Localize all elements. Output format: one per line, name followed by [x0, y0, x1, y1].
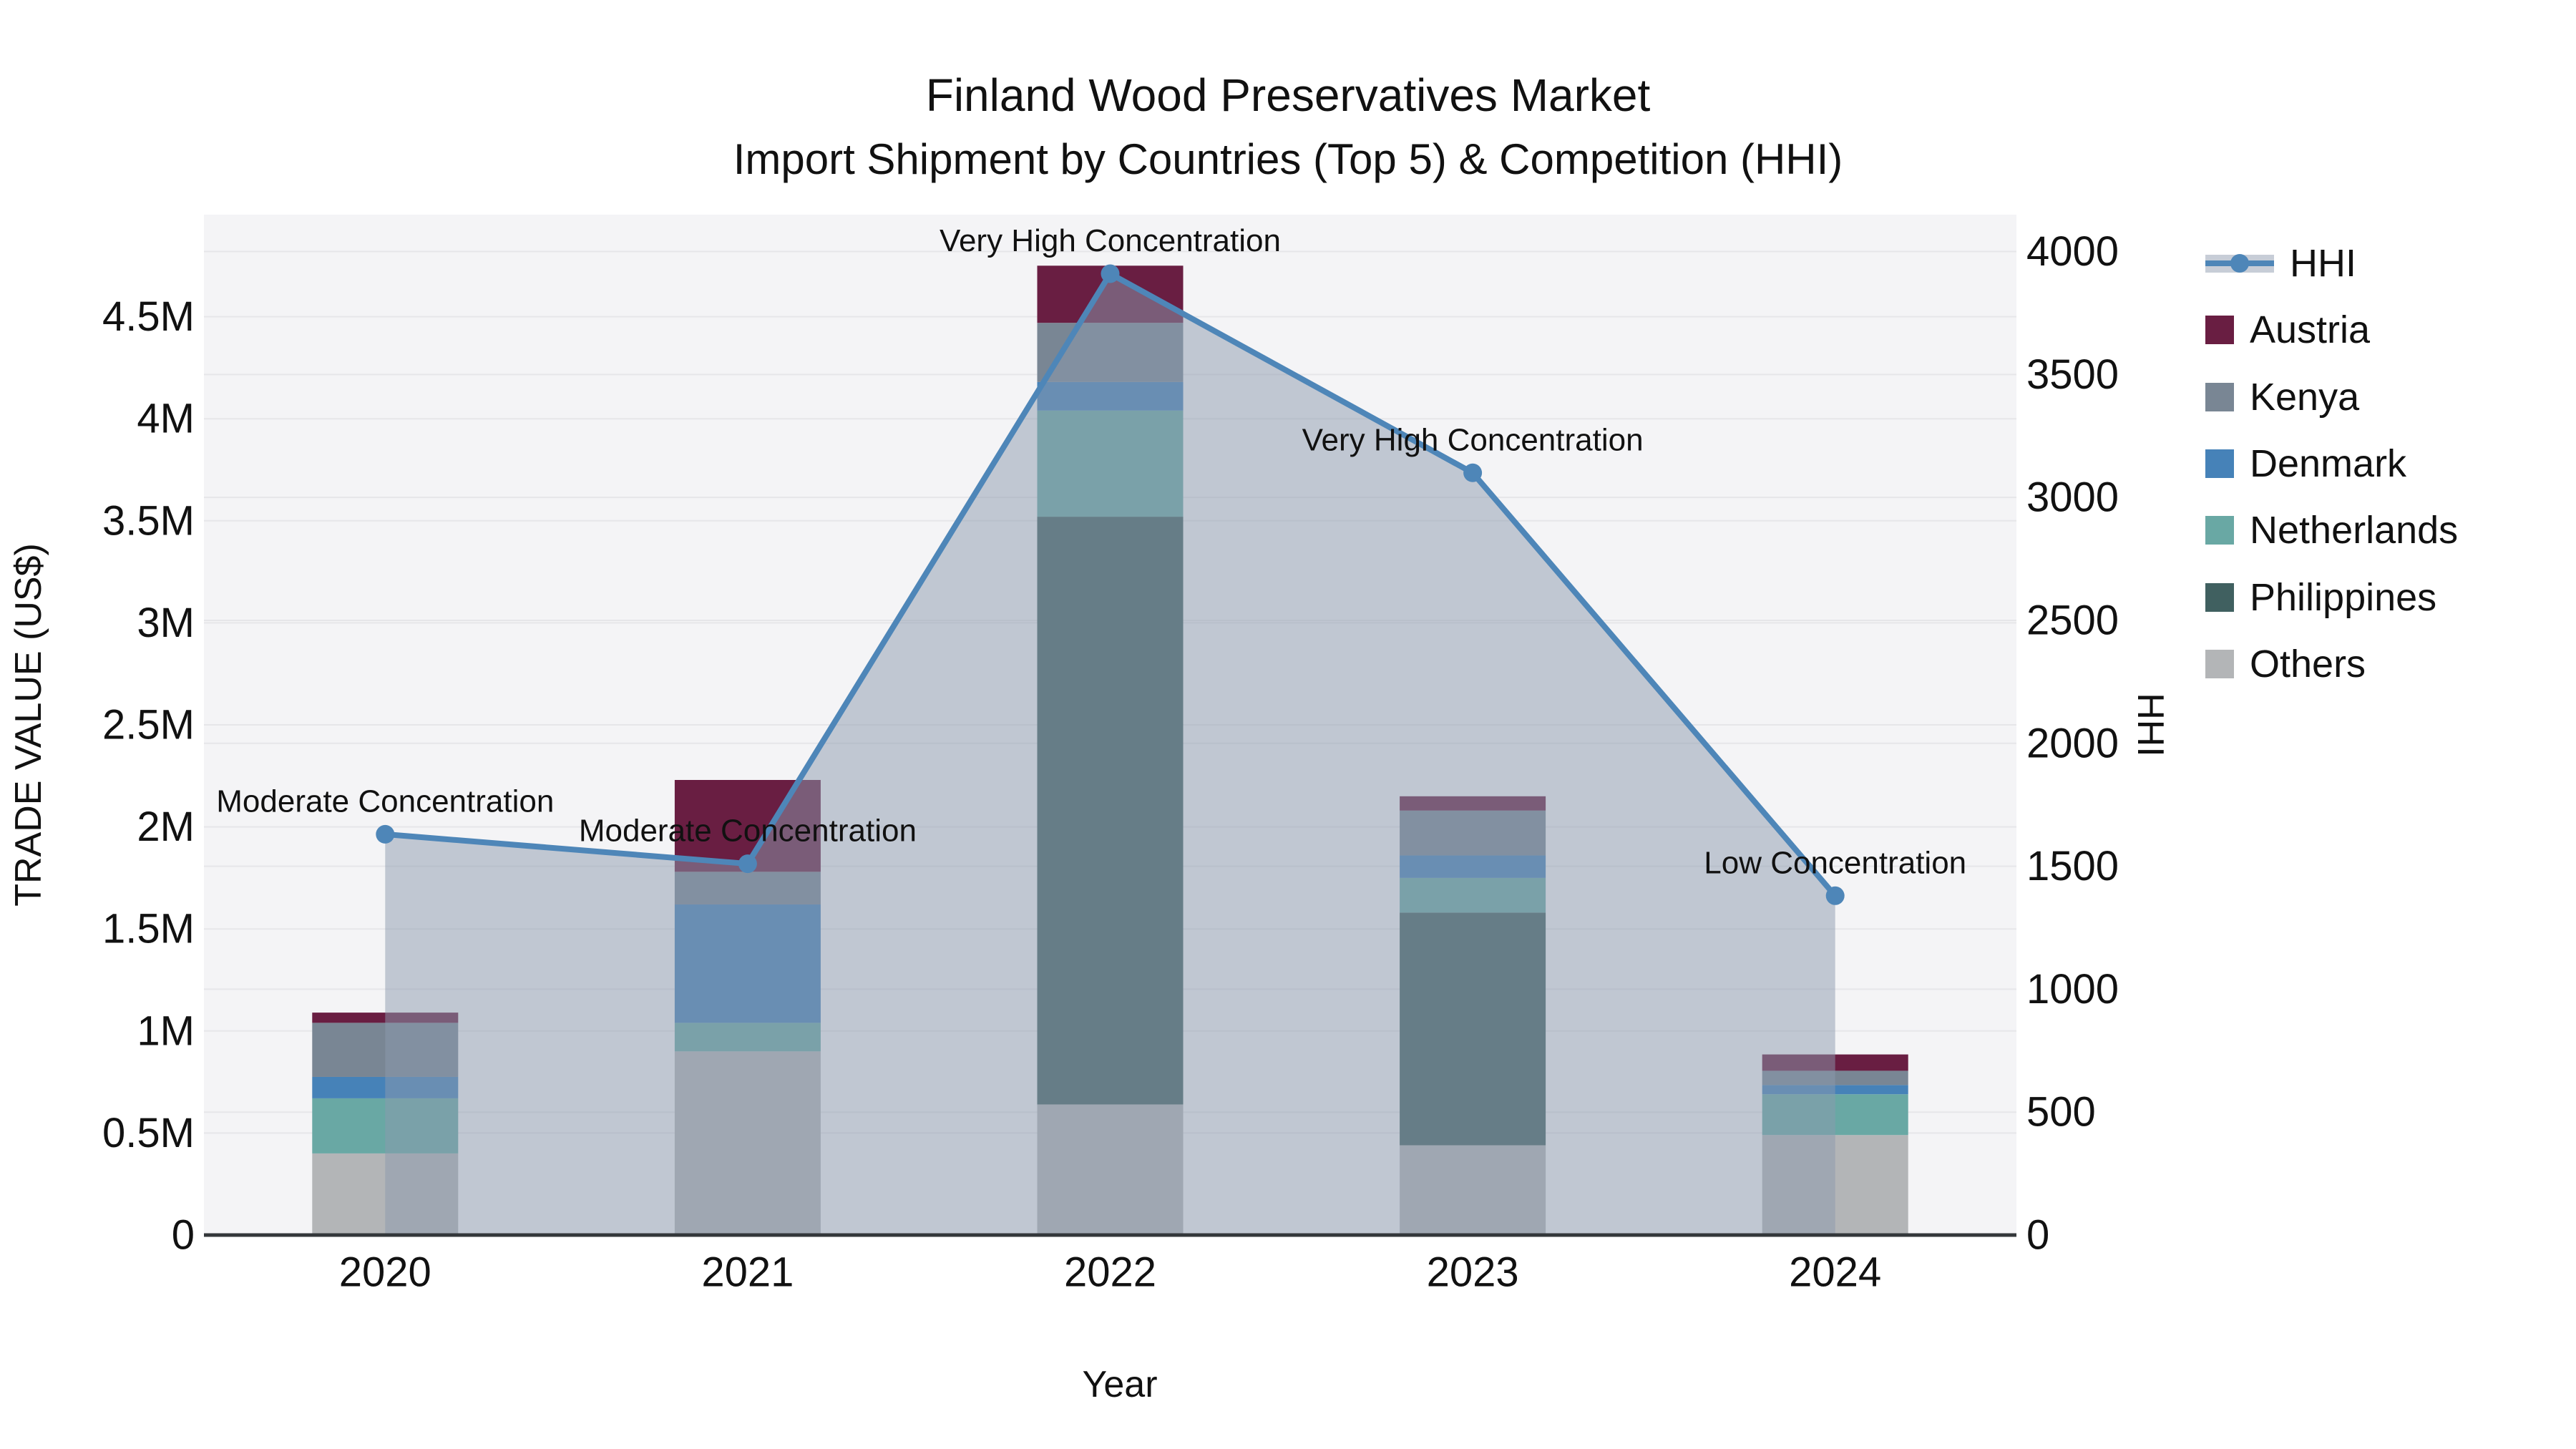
hhi-point-2024 — [1825, 886, 1845, 905]
left-axis-tick: 1M — [137, 1008, 195, 1054]
annotation-2020: Moderate Concentration — [216, 784, 554, 819]
legend-item-philippines[interactable]: Philippines — [2205, 576, 2436, 619]
legend-label: HHI — [2290, 242, 2356, 285]
annotation-2023: Very High Concentration — [1302, 422, 1644, 457]
hhi-point-2023 — [1463, 463, 1483, 482]
legend-label: Denmark — [2250, 441, 2407, 485]
left-axis-tick: 4M — [137, 396, 195, 442]
legend-item-kenya[interactable]: Kenya — [2205, 376, 2359, 419]
right-axis-tick: 1000 — [2026, 966, 2119, 1013]
left-axis-tick: 3.5M — [102, 497, 195, 544]
x-axis-tick: 2020 — [339, 1249, 431, 1296]
legend-label: Kenya — [2250, 375, 2360, 419]
legend-label: Austria — [2250, 308, 2371, 352]
hhi-point-2022 — [1101, 264, 1120, 283]
kenya-color-swatch — [2205, 382, 2234, 411]
austria-color-swatch — [2205, 316, 2234, 345]
hhi-area-fill — [385, 273, 1835, 1235]
legend-item-others[interactable]: Others — [2205, 643, 2366, 686]
x-axis-tick: 2022 — [1064, 1249, 1156, 1296]
x-axis-tick: 2021 — [701, 1249, 794, 1296]
x-axis-tick: 2023 — [1427, 1249, 1519, 1296]
chart-subtitle: Import Shipment by Countries (Top 5) & C… — [733, 135, 1843, 183]
right-axis-tick: 1500 — [2026, 843, 2119, 889]
right-axis-tick: 2500 — [2026, 597, 2119, 643]
hhi-point-2021 — [738, 854, 757, 874]
legend-label: Others — [2250, 642, 2366, 686]
right-axis-tick: 2000 — [2026, 720, 2119, 766]
hhi-point-2020 — [376, 824, 395, 844]
left-axis-tick: 0 — [172, 1212, 195, 1259]
annotation-2021: Moderate Concentration — [579, 814, 917, 849]
right-axis-tick: 500 — [2026, 1089, 2096, 1136]
left-axis-tick: 2.5M — [102, 702, 195, 748]
x-axis-title: Year — [1082, 1364, 1157, 1405]
others-color-swatch — [2205, 649, 2234, 678]
left-axis-tick: 0.5M — [102, 1110, 195, 1156]
legend-item-denmark[interactable]: Denmark — [2205, 442, 2406, 485]
legend-item-hhi[interactable]: HHI — [2205, 242, 2356, 285]
left-axis-tick: 3M — [137, 600, 195, 646]
denmark-color-swatch — [2205, 449, 2234, 478]
left-axis-title: TRADE VALUE (US$) — [8, 543, 49, 907]
netherlands-color-swatch — [2205, 516, 2234, 545]
left-axis-tick: 4.5M — [102, 293, 195, 340]
philippines-color-swatch — [2205, 582, 2234, 612]
x-axis-tick: 2024 — [1789, 1249, 1881, 1296]
hhi-legend-symbol — [2205, 254, 2274, 273]
right-axis-tick: 0 — [2026, 1212, 2049, 1259]
right-axis-tick: 3500 — [2026, 351, 2119, 398]
annotation-2024: Low Concentration — [1704, 845, 1966, 880]
legend-label: Philippines — [2250, 575, 2437, 619]
annotation-2022: Very High Concentration — [940, 223, 1281, 258]
chart-title: Finland Wood Preservatives Market — [925, 69, 1651, 121]
left-axis-tick: 2M — [137, 804, 195, 850]
legend-item-austria[interactable]: Austria — [2205, 308, 2370, 351]
left-axis-tick: 1.5M — [102, 906, 195, 952]
legend-label: Netherlands — [2250, 509, 2459, 552]
right-axis-tick: 3000 — [2026, 474, 2119, 521]
right-axis-title: HHI — [2129, 693, 2171, 757]
right-axis-tick: 4000 — [2026, 228, 2119, 275]
legend-item-netherlands[interactable]: Netherlands — [2205, 509, 2458, 552]
